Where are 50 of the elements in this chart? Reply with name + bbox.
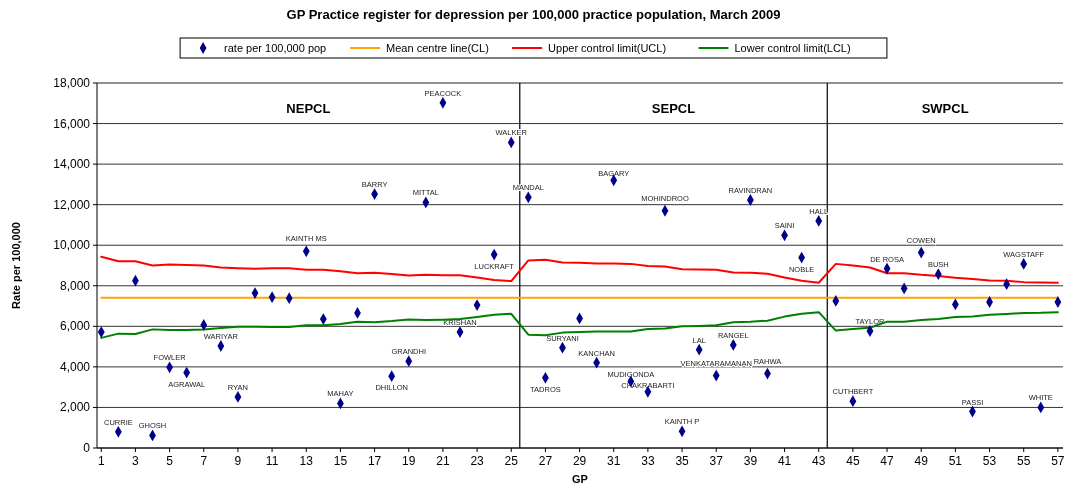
x-tick-label: 9 — [234, 454, 242, 468]
x-tick-label: 3 — [132, 454, 140, 468]
y-tick-label: 2,000 — [59, 400, 91, 415]
x-axis-title: GP — [572, 473, 588, 485]
x-tick-label: 51 — [948, 454, 963, 468]
legend-label: Mean centre line(CL) — [386, 42, 489, 54]
x-tick-label: 1 — [97, 454, 105, 468]
x-tick-label: 41 — [777, 454, 792, 468]
x-tick-label: 33 — [641, 454, 655, 468]
x-tick-label: 37 — [709, 454, 724, 468]
legend-label: Upper control limit(UCL) — [548, 42, 667, 54]
x-tick-label: 21 — [436, 454, 450, 468]
x-tick-label: 35 — [675, 454, 690, 468]
x-tick-label: 11 — [265, 454, 279, 468]
legend-label: rate per 100,000 pop — [224, 42, 327, 54]
chart-title: GP Practice register for depression per 100,000 practice population, March 2009 — [286, 7, 781, 22]
x-tick-label: 45 — [846, 454, 860, 468]
x-tick-label: 53 — [982, 454, 997, 468]
y-tick-label: 12,000 — [53, 197, 91, 212]
annotation: SWPCL — [921, 101, 969, 116]
x-tick-label: 19 — [402, 454, 416, 468]
x-tick-label: 25 — [504, 454, 519, 468]
x-tick-label: 39 — [743, 454, 758, 468]
x-tick-label: 43 — [812, 454, 826, 468]
x-tick-label: 47 — [880, 454, 895, 468]
x-tick-label: 27 — [538, 454, 553, 468]
x-tick-label: 55 — [1017, 454, 1031, 468]
line-series — [100, 311, 1059, 339]
x-tick-label: 7 — [200, 454, 208, 468]
legend-label: Lower control limit(LCL) — [734, 42, 851, 54]
y-tick-label: 0 — [83, 441, 91, 455]
y-tick-label: 8,000 — [59, 278, 91, 293]
annotation: SEPCL — [651, 101, 696, 116]
y-tick-label: 16,000 — [53, 116, 91, 131]
x-tick-label: 5 — [166, 454, 174, 468]
y-tick-label: 10,000 — [53, 238, 91, 253]
x-tick-label: 31 — [607, 454, 621, 468]
x-tick-label: 17 — [367, 454, 382, 468]
x-tick-label: 15 — [333, 454, 348, 468]
y-tick-label: 14,000 — [53, 157, 91, 172]
x-tick-label: 23 — [470, 454, 485, 468]
x-tick-label: 13 — [299, 454, 314, 468]
y-tick-label: 6,000 — [59, 319, 91, 334]
annotation: NEPCL — [286, 101, 331, 116]
x-tick-label: 57 — [1051, 454, 1065, 468]
x-tick-label: 49 — [914, 454, 929, 468]
y-axis-title: Rate per 100,000 — [10, 222, 22, 309]
y-tick-label: 18,000 — [53, 76, 91, 90]
y-tick-label: 4,000 — [59, 359, 91, 374]
x-tick-label: 29 — [572, 454, 587, 468]
